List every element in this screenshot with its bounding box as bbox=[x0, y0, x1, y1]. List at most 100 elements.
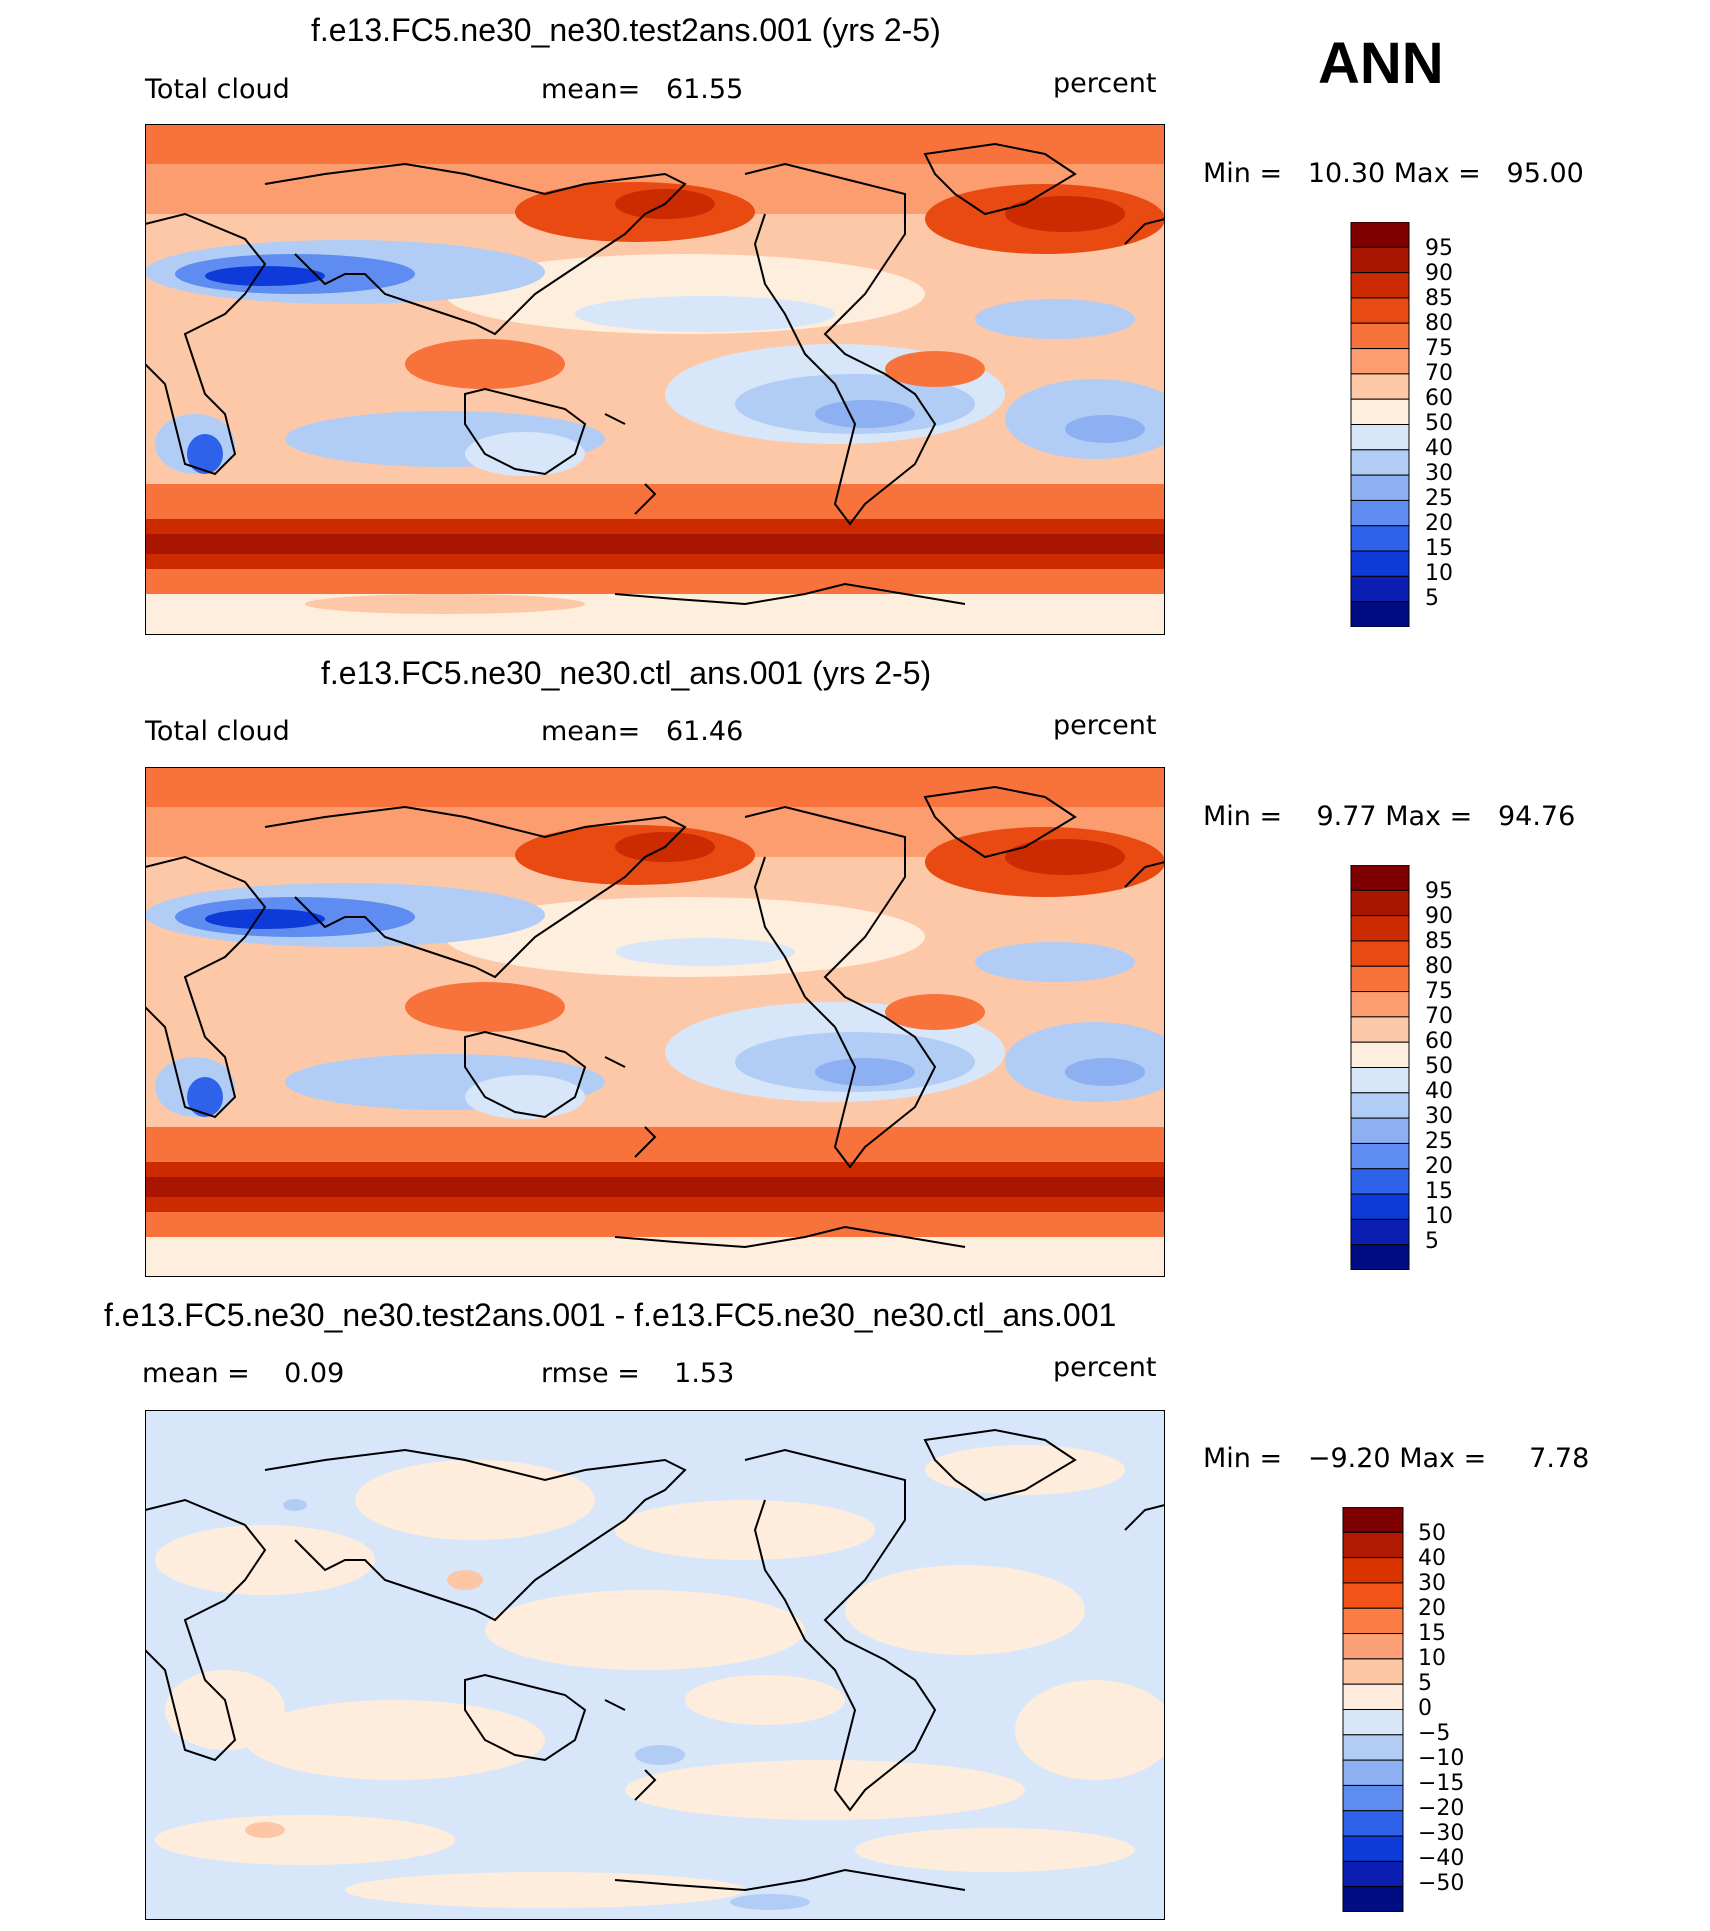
colorbar-segment bbox=[1350, 1092, 1410, 1119]
panel2-mean-value: 61.46 bbox=[665, 716, 744, 747]
colorbar-segment bbox=[1342, 1810, 1404, 1837]
panel2-tick: 30 bbox=[1425, 1104, 1453, 1129]
panel3-title: f.e13.FC5.ne30_ne30.test2ans.001 - f.e13… bbox=[104, 1297, 1117, 1333]
colorbar-segment bbox=[1350, 1016, 1410, 1043]
colorbar-segment bbox=[1342, 1683, 1404, 1710]
panel2-units-label: percent bbox=[1053, 710, 1157, 741]
colorbar-segment bbox=[1342, 1507, 1404, 1533]
colorbar-segment bbox=[1350, 1142, 1410, 1170]
panel1-tick: 50 bbox=[1425, 411, 1453, 436]
panel3-tick: 15 bbox=[1418, 1621, 1446, 1646]
panel3-tick: 20 bbox=[1418, 1596, 1446, 1621]
colorbar-segment bbox=[1350, 1067, 1410, 1094]
panel1-min-label: Min = bbox=[1203, 158, 1283, 189]
panel2-tick: 95 bbox=[1425, 879, 1453, 904]
colorbar-segment bbox=[1342, 1582, 1404, 1609]
panel1-min-value: 10.30 bbox=[1307, 158, 1386, 189]
colorbar-segment bbox=[1342, 1759, 1404, 1786]
panel3-rmse-value: 1.53 bbox=[674, 1358, 735, 1389]
panel3-tick: −40 bbox=[1418, 1846, 1465, 1871]
panel3-tick: −15 bbox=[1418, 1771, 1465, 1796]
panel1-title: f.e13.FC5.ne30_ne30.test2ans.001 (yrs 2-… bbox=[311, 12, 941, 48]
panel3-tick: −10 bbox=[1418, 1746, 1465, 1771]
panel3-mean-label: mean = 0.09 bbox=[142, 1358, 344, 1389]
panel2-mean-text: mean= bbox=[541, 716, 641, 747]
panel3-map bbox=[145, 1410, 1165, 1920]
colorbar-segment bbox=[1350, 348, 1410, 375]
panel3-tick: −30 bbox=[1418, 1821, 1465, 1846]
panel3-tick: 40 bbox=[1418, 1546, 1446, 1571]
panel1-tick: 30 bbox=[1425, 461, 1453, 486]
panel3-tick: 30 bbox=[1418, 1571, 1446, 1596]
colorbar-segment bbox=[1350, 1117, 1410, 1144]
panel3-tick: 10 bbox=[1418, 1646, 1446, 1671]
panel3-tick: −5 bbox=[1418, 1721, 1451, 1746]
panel3-units-label: percent bbox=[1053, 1352, 1157, 1383]
panel2-map bbox=[145, 767, 1165, 1277]
colorbar-segment bbox=[1350, 525, 1410, 552]
colorbar-segment bbox=[1350, 1041, 1410, 1068]
panel2-min-value: 9.77 bbox=[1316, 801, 1377, 832]
panel1-tick: 15 bbox=[1425, 536, 1453, 561]
colorbar-segment bbox=[1350, 474, 1410, 501]
panel1-tick: 25 bbox=[1425, 486, 1453, 511]
panel1-tick: 40 bbox=[1425, 436, 1453, 461]
panel2-tick: 10 bbox=[1425, 1204, 1453, 1229]
colorbar-segment bbox=[1350, 322, 1410, 350]
colorbar-segment bbox=[1342, 1531, 1404, 1559]
panel1-tick: 90 bbox=[1425, 261, 1453, 286]
panel3-tick: 0 bbox=[1418, 1696, 1432, 1721]
panel3-max-value: 7.78 bbox=[1529, 1443, 1590, 1474]
colorbar-segment bbox=[1342, 1784, 1404, 1812]
colorbar-segment bbox=[1350, 246, 1410, 274]
colorbar-segment bbox=[1342, 1557, 1404, 1584]
colorbar-segment bbox=[1350, 222, 1410, 248]
colorbar-segment bbox=[1350, 424, 1410, 451]
panel2-minmax: Min = 9.77 Max = 94.76 bbox=[1203, 801, 1575, 832]
panel2-max-label: Max = bbox=[1385, 801, 1473, 832]
panel2-max-value: 94.76 bbox=[1497, 801, 1576, 832]
panel2-tick: 5 bbox=[1425, 1229, 1439, 1254]
panel2-tick: 80 bbox=[1425, 954, 1453, 979]
panel2-colorbar bbox=[1350, 865, 1410, 1270]
colorbar-segment bbox=[1342, 1607, 1404, 1635]
panel1-units-label: percent bbox=[1053, 68, 1157, 99]
panel2-tick: 85 bbox=[1425, 929, 1453, 954]
colorbar-segment bbox=[1342, 1633, 1404, 1660]
panel1-variable-label: Total cloud bbox=[145, 74, 290, 105]
colorbar-segment bbox=[1350, 499, 1410, 527]
colorbar-segment bbox=[1350, 272, 1410, 299]
panel3-tick: 50 bbox=[1418, 1521, 1446, 1546]
panel3-mean-text: mean = bbox=[142, 1358, 250, 1389]
colorbar-segment bbox=[1350, 1244, 1410, 1270]
panel2-tick: 50 bbox=[1425, 1054, 1453, 1079]
panel3-rmse-text: rmse = bbox=[541, 1358, 640, 1389]
panel1-tick: 5 bbox=[1425, 586, 1439, 611]
colorbar-segment bbox=[1342, 1734, 1404, 1761]
panel1-max-label: Max = bbox=[1393, 158, 1481, 189]
panel1-tick: 85 bbox=[1425, 286, 1453, 311]
panel2-tick: 90 bbox=[1425, 904, 1453, 929]
panel1-colorbar bbox=[1350, 222, 1410, 627]
panel3-tick: 5 bbox=[1418, 1671, 1432, 1696]
panel2-tick: 15 bbox=[1425, 1179, 1453, 1204]
panel3-tick: −50 bbox=[1418, 1871, 1465, 1896]
panel3-mean-value: 0.09 bbox=[284, 1358, 345, 1389]
panel1-mean-label: mean= 61.55 bbox=[541, 74, 743, 105]
colorbar-segment bbox=[1350, 373, 1410, 400]
panel2-tick: 75 bbox=[1425, 979, 1453, 1004]
colorbar-segment bbox=[1350, 550, 1410, 577]
panel2-mean-label: mean= 61.46 bbox=[541, 716, 743, 747]
panel1-map bbox=[145, 124, 1165, 635]
panel2-tick: 70 bbox=[1425, 1004, 1453, 1029]
colorbar-segment bbox=[1350, 991, 1410, 1018]
panel2-tick: 60 bbox=[1425, 1029, 1453, 1054]
panel2-title: f.e13.FC5.ne30_ne30.ctl_ans.001 (yrs 2-5… bbox=[321, 655, 932, 691]
colorbar-segment bbox=[1342, 1886, 1404, 1912]
panel1-tick: 60 bbox=[1425, 386, 1453, 411]
colorbar-segment bbox=[1350, 915, 1410, 942]
colorbar-segment bbox=[1342, 1835, 1404, 1862]
panel1-mean-value: 61.55 bbox=[665, 74, 744, 105]
panel3-colorbar bbox=[1342, 1507, 1404, 1912]
panel2-tick: 25 bbox=[1425, 1129, 1453, 1154]
